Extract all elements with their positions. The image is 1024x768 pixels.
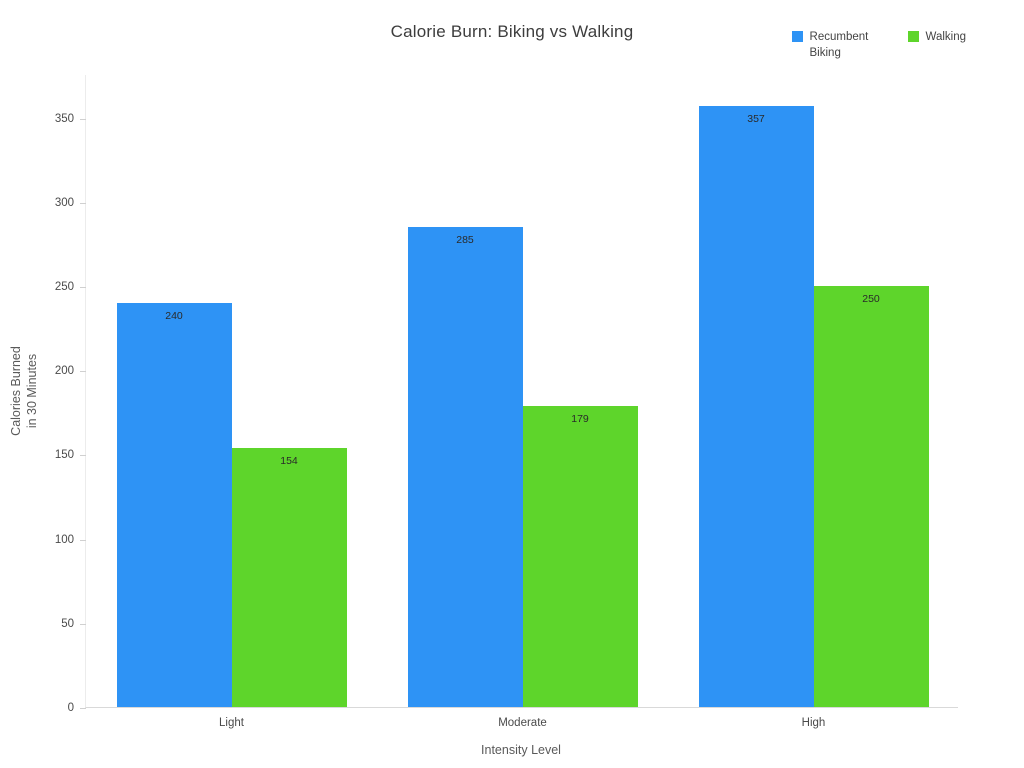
bar-walking-high[interactable]: 250: [813, 286, 929, 707]
legend-label: Walking: [925, 31, 966, 43]
bar-value-label: 154: [280, 454, 298, 467]
legend-label: Recumbent Biking: [809, 31, 869, 60]
chart-title: Calorie Burn: Biking vs Walking: [390, 22, 634, 41]
y-tick-label: 200: [54, 365, 74, 378]
bar-value-label: 285: [456, 234, 474, 247]
bar-walking-moderate[interactable]: 179: [522, 405, 638, 707]
x-tick-label-high: High: [801, 717, 826, 729]
legend: Recumbent Biking Walking: [791, 29, 966, 61]
bar-recumbent-biking-high[interactable]: 357: [698, 106, 814, 707]
bar-recumbent-biking-light[interactable]: 240: [116, 302, 232, 707]
y-tick-label: 0: [67, 702, 74, 714]
bar-value-label: 179: [571, 412, 589, 425]
y-tick-label: 250: [54, 281, 74, 294]
legend-swatch-recumbent-biking: [791, 31, 803, 42]
y-tick-mark: [80, 624, 86, 625]
bar-value-label: 357: [747, 113, 765, 125]
y-tick-mark: [80, 455, 86, 456]
legend-item-walking[interactable]: Walking: [907, 29, 966, 61]
bar-recumbent-biking-moderate[interactable]: 285: [407, 227, 523, 707]
y-tick-mark: [80, 119, 86, 120]
y-tick-label: 150: [54, 449, 74, 462]
legend-swatch-walking: [907, 31, 919, 42]
legend-item-recumbent-biking[interactable]: Recumbent Biking: [791, 29, 882, 61]
bar-value-label: 240: [165, 309, 183, 322]
x-tick-label-light: Light: [219, 717, 244, 729]
y-tick-label: 50: [61, 617, 74, 630]
plot-area: 0 50 100 150 200 250 300 350 240 154 Light 285 179 Mo…: [55, 75, 958, 729]
x-tick-label-moderate: Moderate: [498, 717, 547, 729]
bar-value-label: 250: [862, 293, 880, 306]
y-axis-label: Calories Burned in 30 Minutes: [8, 346, 39, 436]
x-axis-label: Intensity Level: [481, 743, 561, 757]
y-tick-mark: [80, 540, 86, 541]
y-tick-mark: [80, 287, 86, 288]
y-tick-label: 100: [54, 533, 74, 546]
y-tick-mark: [80, 371, 86, 372]
y-tick-label: 350: [54, 112, 74, 125]
y-tick-label: 300: [54, 196, 74, 209]
bar-walking-light[interactable]: 154: [231, 447, 347, 707]
y-tick-mark: [80, 708, 86, 709]
y-tick-mark: [80, 203, 86, 204]
